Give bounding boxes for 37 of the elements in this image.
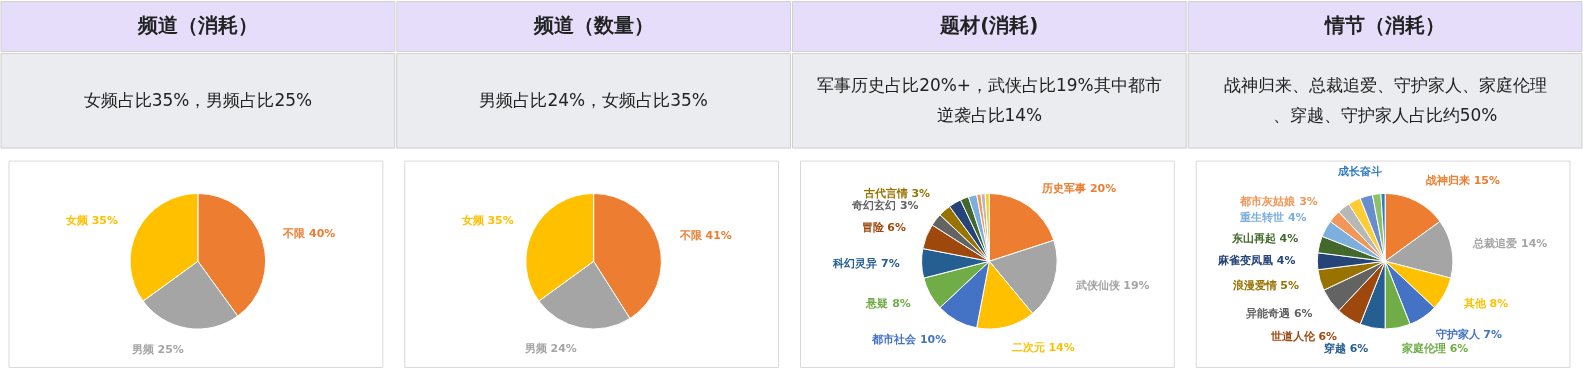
slice-label: 历史军事 20% — [1041, 181, 1117, 195]
slice-label: 冒险 6% — [861, 221, 906, 235]
slice-label: 女频 35% — [64, 213, 118, 227]
slice-label: 重生转世 4% — [1239, 211, 1307, 225]
slice-label: 总裁追爱 14% — [1472, 237, 1548, 251]
slice-label: 不限 41% — [678, 229, 732, 243]
slice-label: 家庭伦理 6% — [1400, 342, 1469, 356]
text: 战神归来、总裁追爱、守护家人、家庭伦理、穿越、守护家人占比约50% — [1223, 74, 1547, 125]
chart-title: 题材(消耗) — [939, 14, 1039, 38]
slice-label: 浪漫爱情 5% — [1231, 279, 1299, 293]
slice-label: 都市灰姑娘 3% — [1239, 194, 1318, 208]
slice-label: 战神归来 15% — [1425, 174, 1500, 188]
text: 女频占比35%，男频占比25% — [83, 89, 313, 110]
slice-label: 奇幻玄幻 3% — [851, 199, 919, 213]
slice-label: 世道人伦 6% — [1269, 330, 1338, 344]
slice-label: 东山再起 4% — [1230, 231, 1299, 245]
slice-label: 二次元 14% — [1011, 341, 1075, 355]
slice-label: 男频 25% — [130, 342, 184, 356]
slice-label: 男频 24% — [523, 342, 577, 356]
slice-label: 武侠仙侠 19% — [1074, 279, 1150, 293]
slice-label: 麻雀变凤凰 4% — [1216, 254, 1296, 268]
slice-label: 悬疑 8% — [865, 297, 911, 311]
slice-label: 古代言情 3% — [862, 186, 931, 200]
slice-label: 穿越 6% — [1322, 342, 1369, 356]
slice-label: 不限 40% — [282, 226, 336, 240]
text: 男频占比24%，女频占比35% — [479, 89, 708, 110]
chart-title: 情节（消耗） — [1323, 14, 1446, 38]
slice-label: 都市社会 10% — [871, 332, 947, 346]
slice-label: 异能奇遇 6% — [1245, 306, 1313, 320]
slice-label: 科幻灵异 7% — [832, 257, 900, 271]
text: 军事历史占比20%+，武侠占比19%其中都市逆袭占比14% — [817, 74, 1162, 125]
slice-label: 女频 35% — [460, 213, 514, 227]
slice-label: 守护家人 7% — [1435, 328, 1502, 342]
chart-title: 频道（数量） — [532, 14, 654, 38]
slice-label: 其他 8% — [1462, 297, 1509, 311]
chart-title: 频道（消耗） — [136, 14, 258, 38]
slice-label: 成长奋斗 — [1337, 164, 1383, 178]
